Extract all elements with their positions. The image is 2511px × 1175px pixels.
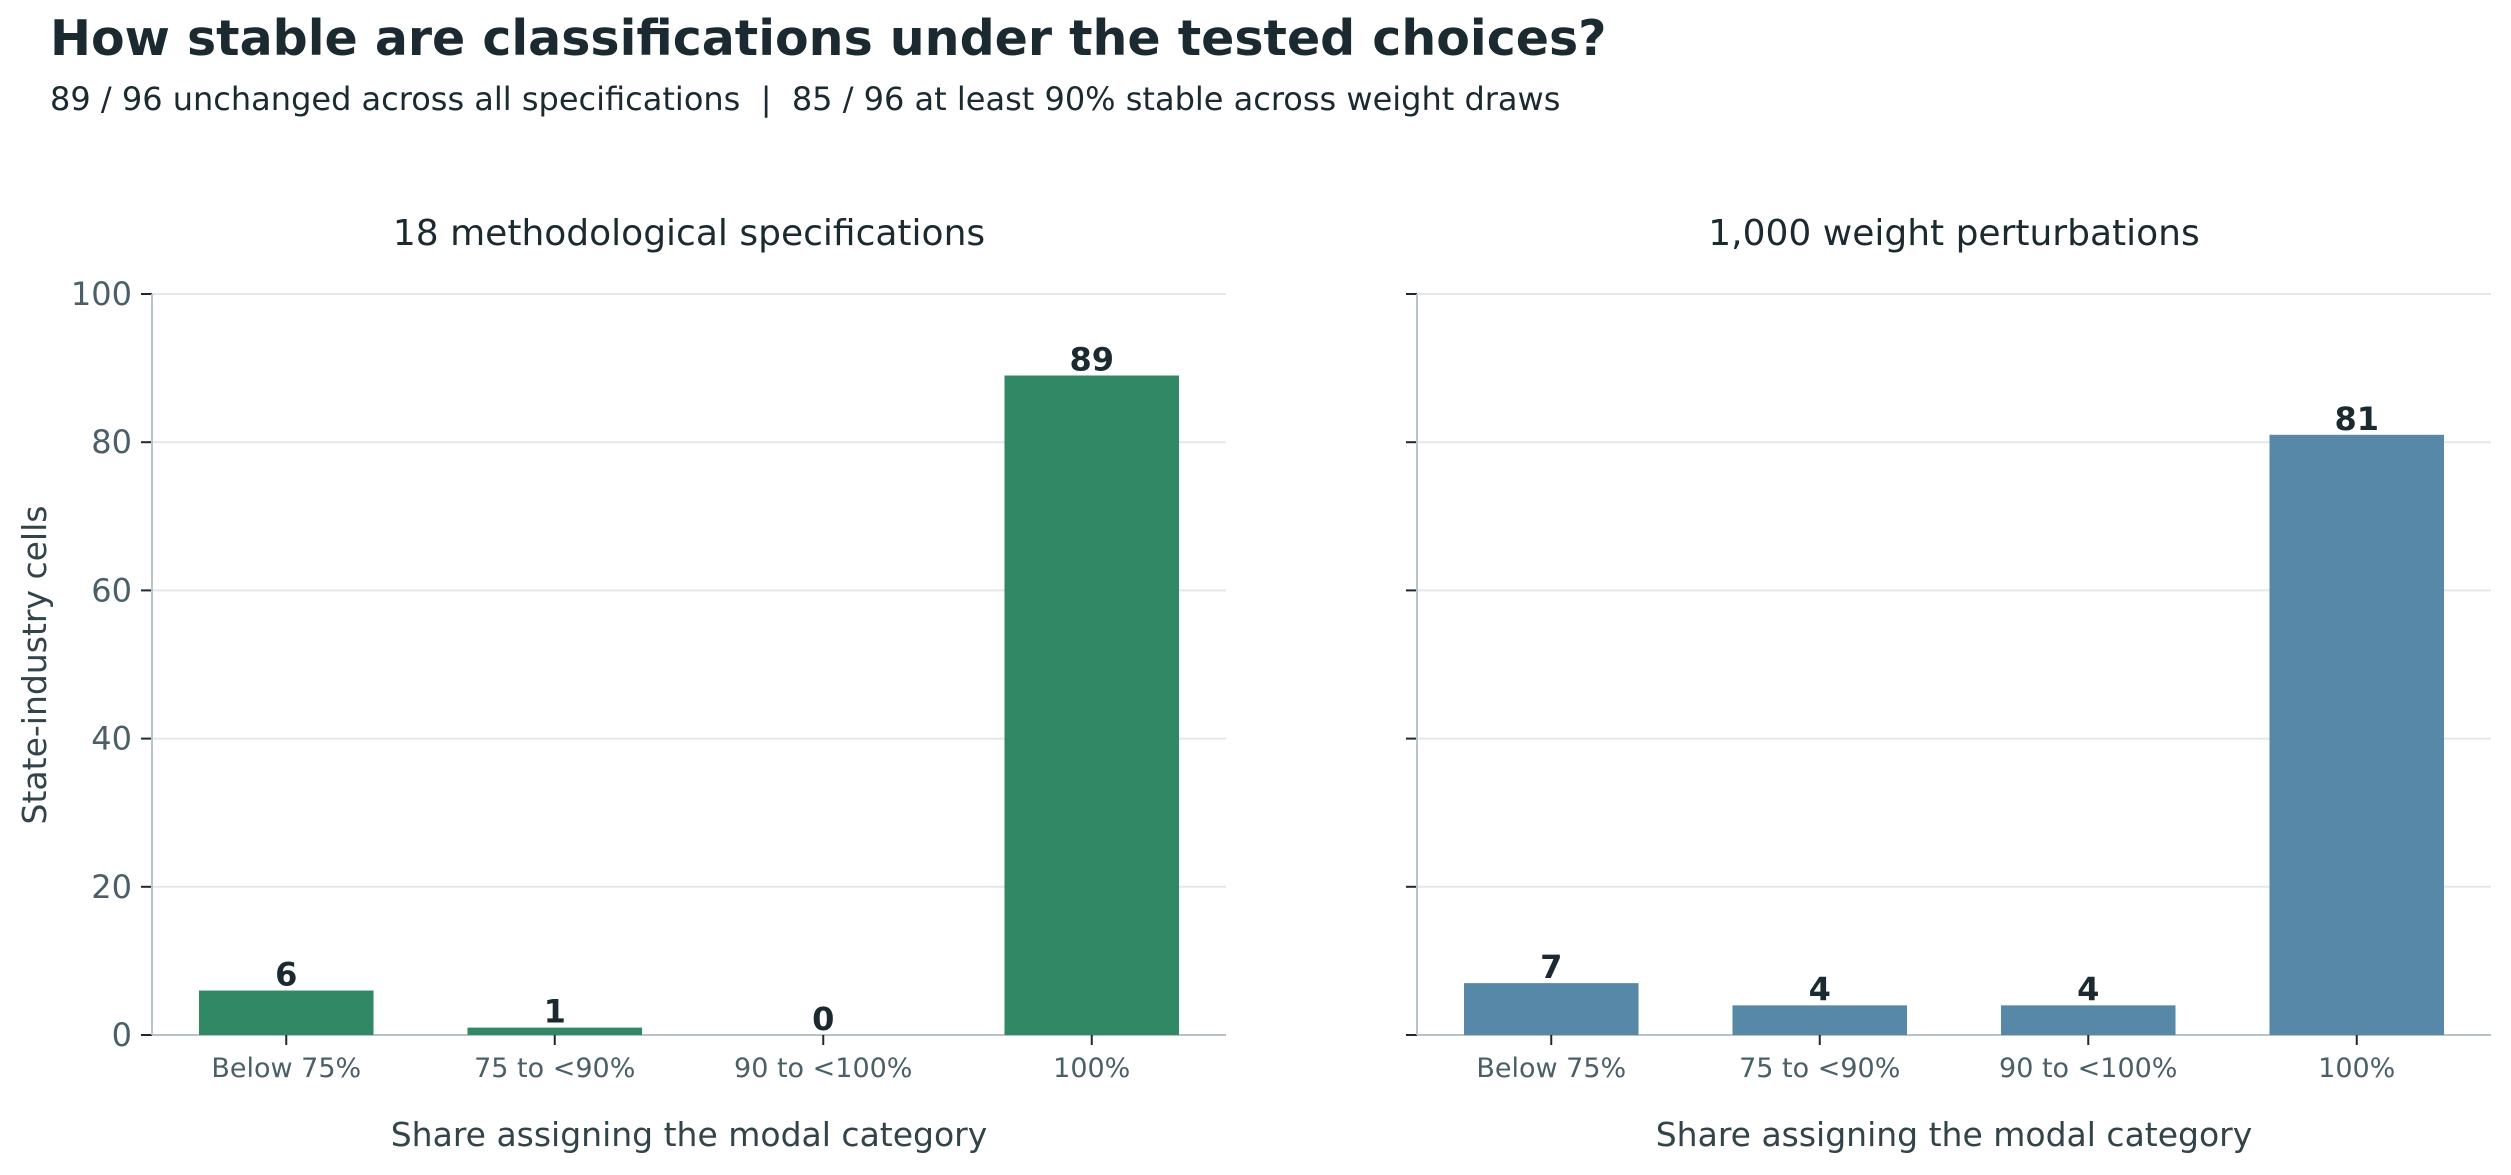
- y-axis-label: State-industry cells: [15, 506, 54, 825]
- bar: [1004, 375, 1180, 1035]
- y-tick-label: 40: [91, 720, 132, 758]
- panel-specifications: 18 methodological specifications State-i…: [15, 213, 1226, 1154]
- bar: [1732, 1005, 1908, 1035]
- x-tick-label: 100%: [2318, 1053, 2395, 1084]
- page-subtitle: 89 / 96 unchanged across all specificati…: [50, 80, 1561, 118]
- y-tick-label: 20: [91, 868, 132, 906]
- page-title: How stable are classifications under the…: [50, 10, 1607, 67]
- x-axis-label: Share assigning the modal category: [391, 1115, 988, 1154]
- x-tick-label: 90 to <100%: [734, 1053, 912, 1084]
- y-tick-label: 60: [91, 571, 132, 609]
- bar: [1463, 983, 1639, 1035]
- x-axis-label: Share assigning the modal category: [1656, 1115, 2253, 1154]
- bar-value-label: 4: [1809, 970, 1831, 1008]
- panel-title: 1,000 weight perturbations: [1708, 213, 2199, 254]
- bar-value-label: 0: [812, 1000, 834, 1038]
- y-tick-label: 0: [112, 1016, 132, 1054]
- bar-value-label: 7: [1540, 948, 1562, 986]
- bar-value-label: 1: [544, 993, 566, 1031]
- panel-title: 18 methodological specifications: [393, 213, 985, 254]
- x-tick-label: 75 to <90%: [1739, 1053, 1900, 1084]
- bar: [2000, 1005, 2176, 1035]
- x-tick-label: Below 75%: [1476, 1053, 1626, 1084]
- x-tick-label: 75 to <90%: [474, 1053, 635, 1084]
- bar-value-label: 89: [1069, 341, 1114, 379]
- x-tick-label: 100%: [1053, 1053, 1130, 1084]
- bar: [2269, 434, 2445, 1035]
- bar-value-label: 6: [275, 956, 297, 994]
- plot-area: 0 20 40 60 80 100 6 Below 75% 1 75 to <90% 0 90 to …: [71, 275, 1226, 1084]
- x-tick-label: 90 to <100%: [1999, 1053, 2177, 1084]
- plot-area: 7 Below 75% 4 75 to <90% 4 90 to <100% 81 100%: [1406, 293, 2491, 1084]
- bar-value-label: 4: [2077, 970, 2099, 1008]
- bar: [467, 1027, 643, 1035]
- y-tick-label: 80: [91, 423, 132, 461]
- panel-weight-perturbations: 1,000 weight perturbations Share assigni…: [1406, 213, 2491, 1154]
- x-tick-label: Below 75%: [211, 1053, 361, 1084]
- bar-value-label: 81: [2334, 400, 2379, 438]
- y-tick-label: 100: [71, 275, 132, 313]
- bar: [198, 990, 374, 1035]
